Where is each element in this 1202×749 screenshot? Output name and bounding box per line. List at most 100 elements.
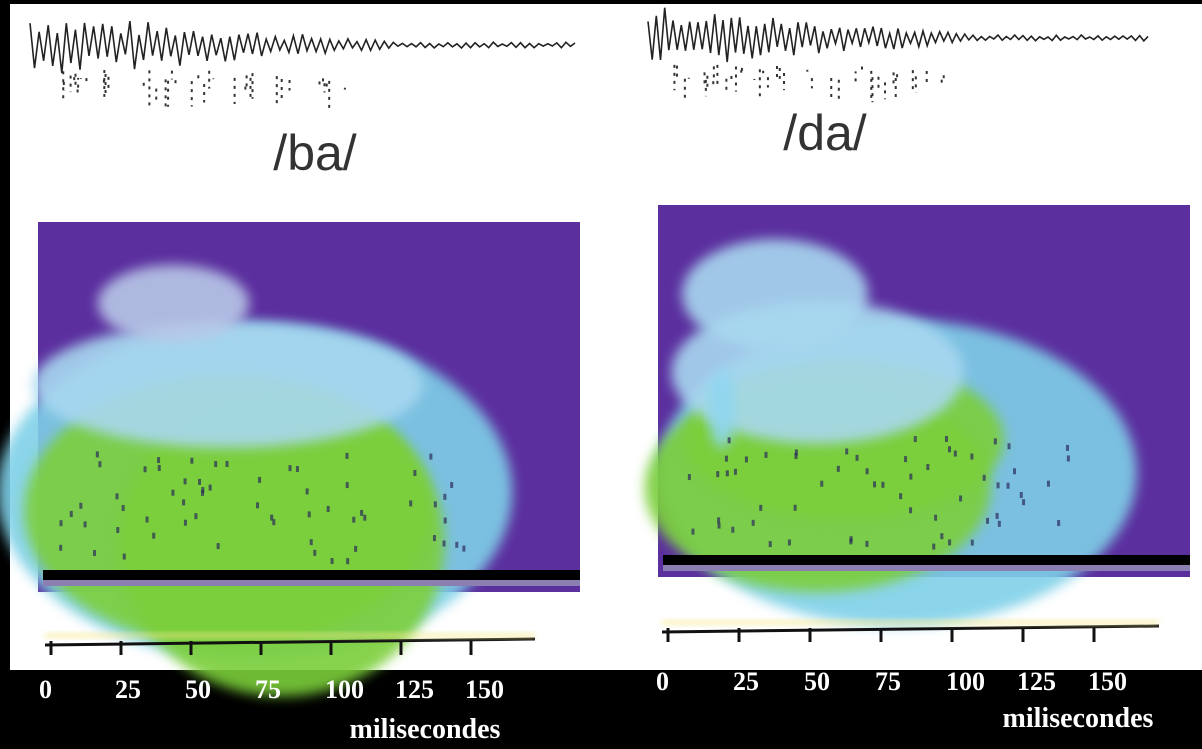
- speckle: [1066, 444, 1070, 451]
- tick-label: 100: [325, 675, 364, 704]
- speckle: [932, 543, 936, 550]
- speckle: [1019, 492, 1023, 499]
- baseline-shade: [43, 580, 580, 586]
- speckle: [116, 527, 120, 534]
- formant: [708, 370, 736, 449]
- speckle: [69, 510, 73, 517]
- speckle: [307, 511, 311, 518]
- speckle: [940, 533, 944, 540]
- speckle: [744, 456, 748, 463]
- speckle: [95, 451, 99, 458]
- tick-label: 75: [255, 675, 281, 704]
- speckle: [794, 453, 798, 460]
- tick-label: 150: [465, 675, 504, 704]
- tick-label: 75: [875, 667, 901, 696]
- speckle: [462, 545, 466, 552]
- speckle: [948, 539, 952, 546]
- formant: [119, 391, 445, 697]
- speckle: [309, 539, 313, 546]
- speckle: [724, 455, 728, 462]
- tick-label: 50: [804, 667, 830, 696]
- speckle: [717, 522, 721, 529]
- speckle: [986, 517, 990, 524]
- tick-label: 125: [1017, 667, 1056, 696]
- speckle: [970, 539, 974, 546]
- speckle: [751, 519, 755, 526]
- speckle: [733, 468, 737, 475]
- speckle: [352, 516, 356, 523]
- speckle: [881, 481, 885, 488]
- speckle: [993, 438, 997, 445]
- speckle: [152, 532, 156, 539]
- speckle: [725, 470, 729, 477]
- speckle: [409, 500, 413, 507]
- speckle: [93, 550, 97, 557]
- speckle: [363, 514, 367, 521]
- formant: [32, 321, 423, 448]
- speckle: [201, 489, 205, 496]
- syllable-label: /da/: [783, 105, 867, 161]
- waveform: [29, 20, 576, 74]
- speckle: [59, 544, 63, 551]
- speckle: [982, 474, 986, 481]
- speckle: [360, 509, 364, 516]
- speckle: [157, 457, 161, 464]
- time-bar-color: [662, 620, 1159, 625]
- speckle: [295, 466, 299, 473]
- speckle: [1007, 443, 1011, 450]
- speckle: [944, 435, 948, 442]
- speckle: [433, 501, 437, 508]
- speckle: [794, 449, 798, 456]
- speckle: [182, 499, 186, 506]
- speckle: [214, 461, 218, 468]
- speckle: [121, 504, 125, 511]
- tick-label: 125: [395, 675, 434, 704]
- speckle: [909, 473, 913, 480]
- speckle: [855, 454, 859, 461]
- speckle: [443, 493, 447, 500]
- speckle: [272, 519, 276, 526]
- speckle: [429, 453, 433, 460]
- speckle: [1066, 455, 1070, 462]
- speckle: [83, 521, 87, 528]
- speckle: [183, 519, 187, 526]
- speckle: [727, 437, 731, 444]
- tick-label: 0: [656, 667, 669, 696]
- speckle: [793, 504, 797, 511]
- time-bar: [661, 624, 1160, 634]
- speckle: [442, 540, 446, 547]
- speckle: [330, 558, 334, 565]
- speckle: [904, 456, 908, 463]
- tick-label: 150: [1088, 667, 1127, 696]
- speckle: [845, 448, 849, 455]
- waveform: [647, 7, 1149, 63]
- speckle: [909, 507, 913, 514]
- speckle: [913, 436, 917, 443]
- formant: [97, 264, 250, 342]
- speckle: [849, 538, 853, 545]
- speckle: [208, 484, 212, 491]
- speckle: [122, 553, 126, 560]
- speckle: [934, 514, 938, 521]
- speckle: [194, 513, 198, 520]
- speckle: [443, 517, 447, 524]
- speckle: [865, 468, 869, 475]
- speckle: [1022, 499, 1026, 506]
- speckle: [157, 464, 161, 471]
- speckle: [145, 516, 149, 523]
- speckle: [59, 520, 63, 527]
- speckle: [996, 482, 1000, 489]
- unit-label: milisecondes: [350, 714, 501, 745]
- tick-label: 50: [185, 675, 211, 704]
- speckle: [270, 514, 274, 521]
- speckle: [115, 493, 119, 500]
- speckle: [1013, 468, 1017, 475]
- speckle: [970, 453, 974, 460]
- speckle: [731, 526, 735, 533]
- speckle: [1057, 520, 1061, 527]
- speckle: [79, 502, 83, 509]
- speckle: [305, 488, 309, 495]
- speckle: [171, 489, 175, 496]
- baseline: [663, 555, 1190, 565]
